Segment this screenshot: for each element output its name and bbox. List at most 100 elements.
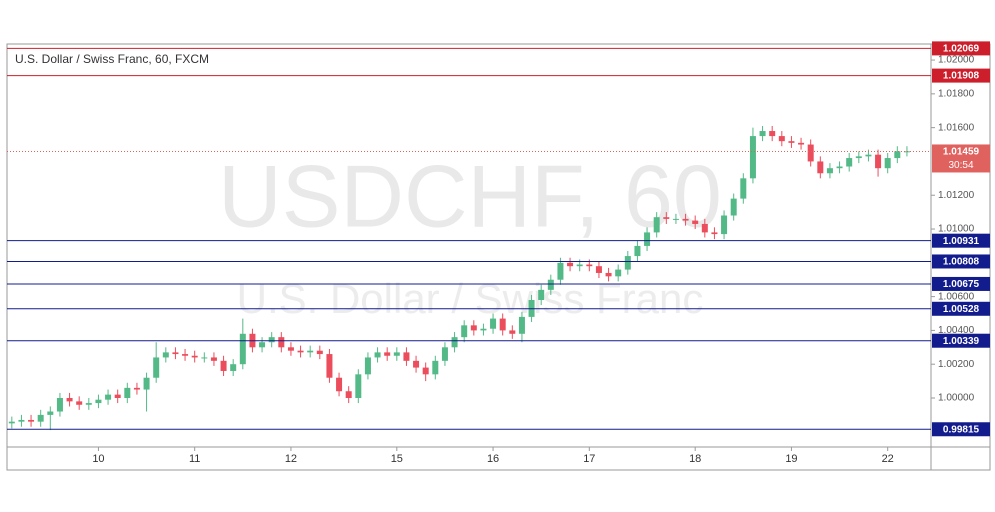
candle-body <box>18 419 25 422</box>
candle-body <box>721 215 728 235</box>
candle-body <box>855 156 862 159</box>
candle-body <box>567 262 574 267</box>
level-label: 1.00931 <box>943 236 980 247</box>
y-tick-label: 1.01600 <box>938 122 975 133</box>
candle-body <box>894 151 901 159</box>
candle-body <box>798 142 805 145</box>
x-tick-label: 10 <box>92 453 104 465</box>
last-price-label: 1.01459 <box>943 147 980 158</box>
candle-body <box>297 350 304 353</box>
candle-body <box>826 168 833 174</box>
candle-body <box>85 403 92 405</box>
y-tick-label: 1.00400 <box>938 325 975 336</box>
candle-body <box>903 151 910 153</box>
level-label-box <box>932 68 990 83</box>
candle-body <box>374 352 381 358</box>
level-label: 1.01908 <box>943 71 980 82</box>
candle-body <box>124 387 131 398</box>
candle-body <box>307 350 314 353</box>
candle-body <box>384 352 391 356</box>
candle-body <box>133 387 140 390</box>
candle-body <box>807 144 814 162</box>
candle-body <box>239 333 246 365</box>
candle-body <box>769 131 776 137</box>
y-tick-label: 1.00200 <box>938 359 975 370</box>
candle-body <box>259 342 266 348</box>
candle-body <box>624 256 631 270</box>
candle-body <box>230 364 237 371</box>
candle-body <box>470 325 477 331</box>
level-label: 1.00808 <box>943 257 980 268</box>
y-tick-label: 1.01200 <box>938 190 975 201</box>
level-label: 1.02069 <box>943 44 980 55</box>
candle-body <box>56 397 63 412</box>
candle-body <box>37 414 44 422</box>
candle-body <box>499 318 506 331</box>
candle-body <box>817 161 824 174</box>
y-tick-label: 1.02000 <box>938 55 975 66</box>
level-label: 1.00675 <box>943 279 980 290</box>
candle-body <box>480 328 487 331</box>
candle-body <box>547 279 554 290</box>
candle-body <box>393 352 400 356</box>
candle-body <box>615 269 622 277</box>
level-label: 1.00528 <box>943 304 980 315</box>
candle-body <box>8 421 15 424</box>
candle-body <box>441 347 448 361</box>
candle-body <box>518 316 525 334</box>
candle-body <box>576 264 583 267</box>
candle-body <box>143 377 150 390</box>
candle-body <box>711 232 718 235</box>
level-label-box <box>932 422 990 437</box>
candle-body <box>701 223 708 233</box>
level-label-box <box>932 333 990 348</box>
candle-body <box>182 354 189 356</box>
candle-body <box>461 325 468 338</box>
candle-body <box>634 245 641 257</box>
candle-body <box>316 350 323 355</box>
candle-body <box>586 264 593 267</box>
chart-frame <box>6 43 991 471</box>
candle-body <box>278 337 285 348</box>
candle-body <box>172 352 179 355</box>
x-tick-label: 12 <box>285 453 297 465</box>
candle-body <box>836 166 843 169</box>
candle-body <box>672 218 679 220</box>
candle-body <box>759 131 766 137</box>
candle-body <box>355 374 362 398</box>
candle-body <box>875 154 882 169</box>
candle-body <box>66 397 73 402</box>
watermark: USDCHF, 60 <box>218 146 722 245</box>
candle-body <box>268 337 275 343</box>
level-label-box <box>932 233 990 248</box>
level-label-box <box>932 254 990 269</box>
candle-body <box>364 357 371 375</box>
candle-body <box>403 352 410 361</box>
candle-body <box>788 141 795 143</box>
y-tick-label: 1.00600 <box>938 291 975 302</box>
candle-body <box>336 377 343 392</box>
chart-title: U.S. Dollar / Swiss Franc, 60, FXCM <box>15 52 209 66</box>
candle-body <box>749 136 756 179</box>
y-tick-label: 1.00000 <box>938 393 975 404</box>
last-price-box <box>932 144 990 173</box>
candle-body <box>95 399 102 404</box>
x-tick-label: 19 <box>785 453 797 465</box>
candle-body <box>865 154 872 157</box>
candle-body <box>595 266 602 273</box>
candle-body <box>605 272 612 277</box>
candle-body <box>509 330 516 334</box>
candle-body <box>191 355 198 358</box>
candle-body <box>653 217 660 233</box>
x-tick-label: 18 <box>689 453 701 465</box>
x-tick-label: 15 <box>391 453 403 465</box>
candle-body <box>692 220 699 224</box>
candle-body <box>884 158 891 169</box>
candle-body <box>105 394 112 400</box>
candle-body <box>451 337 458 348</box>
x-tick-label: 17 <box>583 453 595 465</box>
level-label: 0.99815 <box>943 424 980 435</box>
x-tick-label: 11 <box>189 453 200 465</box>
